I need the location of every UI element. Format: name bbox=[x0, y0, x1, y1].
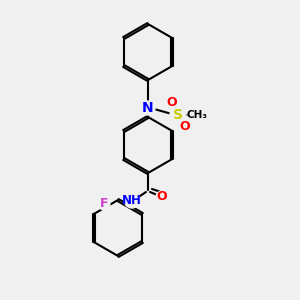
Circle shape bbox=[170, 107, 186, 123]
Text: O: O bbox=[167, 97, 177, 110]
Text: NH: NH bbox=[122, 194, 142, 206]
Text: O: O bbox=[157, 190, 167, 203]
Text: S: S bbox=[173, 108, 183, 122]
Text: N: N bbox=[142, 101, 154, 115]
Circle shape bbox=[141, 101, 155, 115]
Circle shape bbox=[188, 106, 206, 124]
Circle shape bbox=[179, 121, 191, 133]
Circle shape bbox=[124, 192, 140, 208]
Circle shape bbox=[98, 198, 110, 210]
Text: F: F bbox=[100, 197, 108, 210]
Text: CH₃: CH₃ bbox=[187, 110, 208, 120]
Text: O: O bbox=[180, 121, 190, 134]
Circle shape bbox=[156, 191, 168, 203]
Circle shape bbox=[166, 97, 178, 109]
